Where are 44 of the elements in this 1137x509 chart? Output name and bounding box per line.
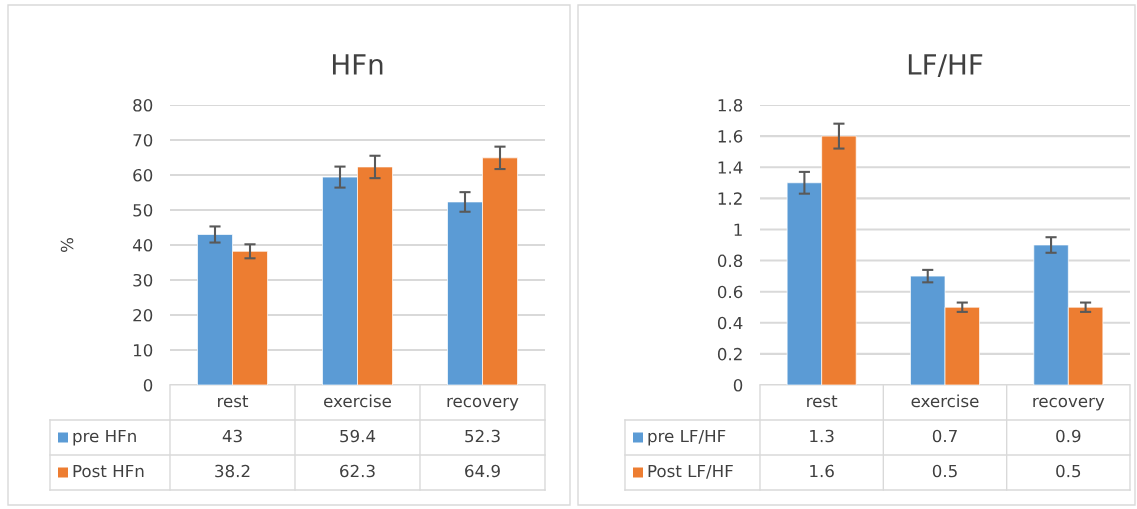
legend-label: Post LF/HF	[648, 464, 733, 479]
y-tick-label: 20	[133, 308, 153, 322]
y-axis-title: %	[60, 238, 74, 252]
data-label: 59.4	[340, 429, 376, 443]
chart-title: HFn	[332, 54, 383, 75]
data-label: 64.9	[465, 464, 500, 478]
y-tick-label: 0.2	[717, 347, 742, 361]
data-label: 52.3	[465, 429, 500, 443]
y-tick-label: 30	[133, 273, 153, 287]
x-tick-label: exercise	[324, 394, 391, 408]
y-tick-label: 60	[133, 168, 153, 182]
y-tick-label: 1.8	[718, 98, 743, 112]
data-label: 0.5	[932, 464, 957, 478]
y-tick-label: 50	[133, 203, 153, 217]
data-label: 0.9	[1056, 429, 1081, 443]
data-label: 38.2	[215, 464, 250, 478]
y-tick-label: 0.8	[717, 254, 743, 268]
y-tick-label: 1.2	[718, 192, 742, 205]
y-tick-label: 10	[133, 343, 153, 357]
y-tick-label: 0.4	[717, 316, 743, 330]
x-tick-label: recovery	[1033, 397, 1105, 411]
legend-label: Post HFn	[73, 464, 144, 478]
y-tick-label: 1.6	[718, 130, 743, 143]
y-tick-label: 1.4	[718, 161, 743, 174]
chart-title: LF/HF	[908, 54, 983, 78]
y-tick-label: 0	[143, 378, 153, 392]
data-label: 62.3	[340, 464, 375, 478]
x-tick-label: exercise	[911, 394, 979, 408]
data-label: 1.6	[810, 464, 834, 478]
x-tick-label: rest	[218, 395, 249, 408]
data-label: 0.5	[1056, 464, 1081, 478]
data-label: 1.3	[810, 429, 834, 443]
y-tick-label: 80	[133, 98, 153, 112]
y-tick-label: 40	[132, 238, 153, 252]
legend-label: pre HFn	[73, 429, 136, 446]
y-tick-label: 0.6	[717, 285, 743, 299]
x-tick-label: rest	[807, 395, 838, 408]
x-tick-label: recovery	[447, 397, 519, 411]
data-label: 0.7	[932, 429, 957, 443]
legend-label: pre LF/HF	[648, 429, 726, 446]
y-tick-label: 0	[733, 378, 743, 392]
y-tick-label: 70	[133, 133, 153, 147]
data-label: 43	[222, 429, 242, 443]
y-tick-label: 1	[734, 223, 742, 236]
